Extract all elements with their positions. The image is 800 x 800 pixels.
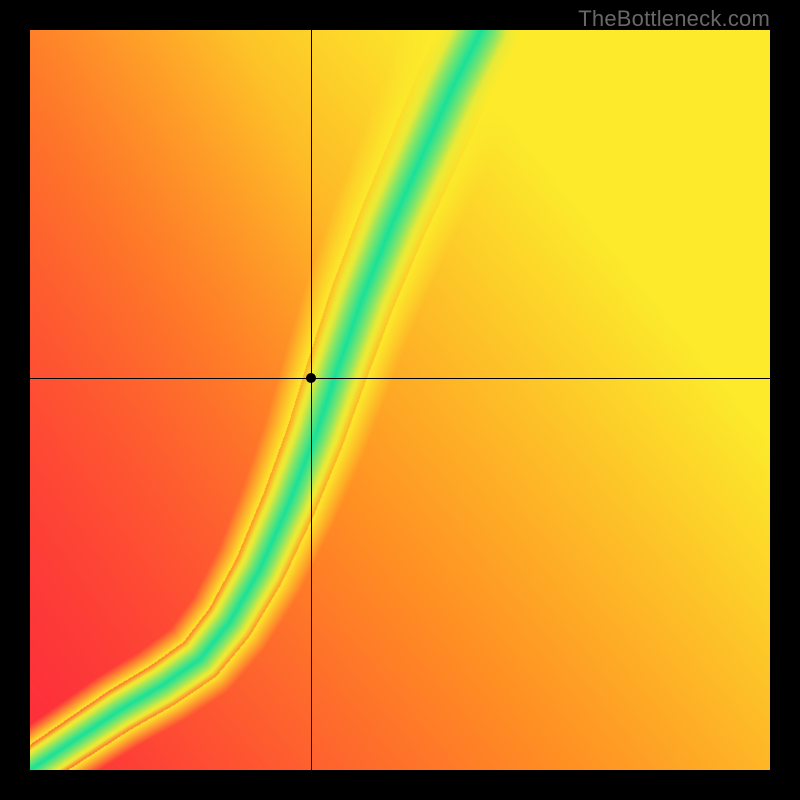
crosshair-horizontal xyxy=(30,378,770,379)
chart-container: TheBottleneck.com xyxy=(0,0,800,800)
watermark-text: TheBottleneck.com xyxy=(578,6,770,32)
crosshair-vertical xyxy=(311,30,312,770)
crosshair-marker xyxy=(306,373,316,383)
bottleneck-heatmap xyxy=(30,30,770,770)
